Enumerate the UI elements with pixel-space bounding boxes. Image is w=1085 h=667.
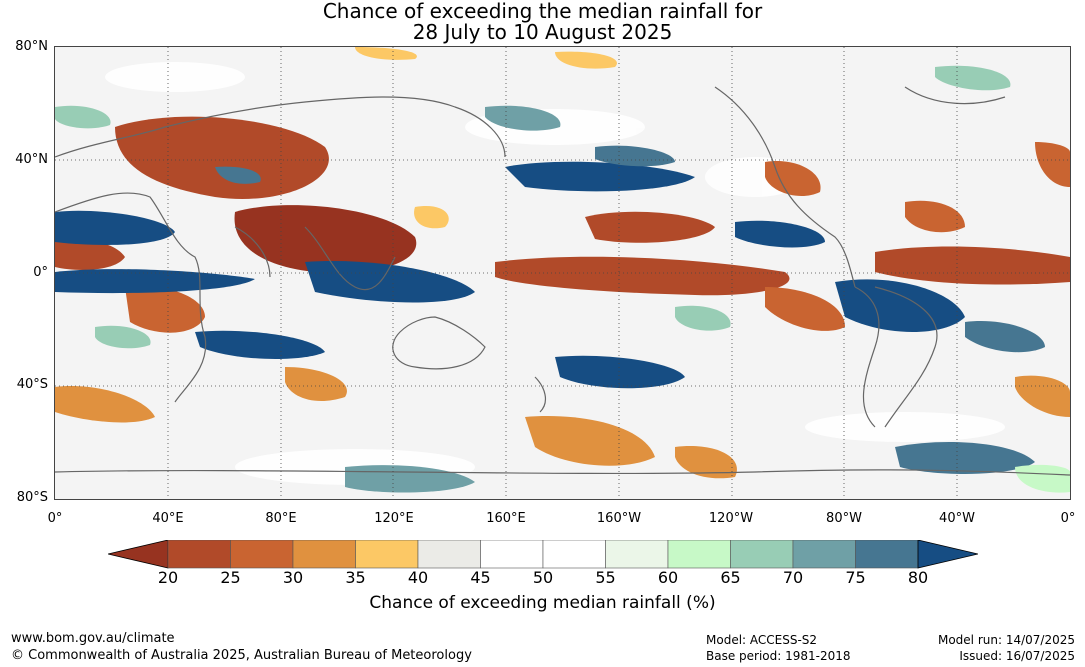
coastlines bbox=[55, 86, 1070, 476]
lon-label-120w: 120°W bbox=[708, 511, 754, 526]
colorbar-swatch bbox=[167, 540, 231, 569]
footer-website: www.bom.gov.au/climate bbox=[11, 631, 175, 646]
colorbar-label: Chance of exceeding median rainfall (%) bbox=[369, 593, 716, 613]
colorbar-tick-label: 75 bbox=[845, 568, 866, 587]
colorbar-swatch bbox=[292, 540, 356, 569]
lat-label-80n: 80°N bbox=[15, 39, 48, 54]
colorbar-tick-label: 80 bbox=[907, 568, 929, 587]
lon-label-160e: 160°E bbox=[486, 511, 526, 526]
colorbar-swatch bbox=[417, 540, 481, 569]
footer-issued: Issued: 16/07/2025 bbox=[959, 649, 1075, 663]
footer-model: Model: ACCESS-S2 bbox=[706, 633, 818, 647]
footer-model-run: Model run: 14/07/2025 bbox=[937, 633, 1075, 647]
lon-label-80e: 80°E bbox=[265, 511, 297, 526]
colorbar-swatch bbox=[605, 540, 669, 569]
colorbar-swatch bbox=[355, 540, 419, 569]
footer-copyright: © Commonwealth of Australia 2025, Austra… bbox=[11, 648, 472, 663]
lon-label-40e: 40°E bbox=[152, 511, 184, 526]
colorbar-extend-high bbox=[917, 540, 978, 569]
lat-label-40n: 40°N bbox=[15, 152, 48, 167]
rainfall-map bbox=[54, 46, 1071, 500]
colorbar bbox=[108, 540, 978, 569]
colorbar-swatch bbox=[855, 540, 919, 569]
colorbar-tick-label: 30 bbox=[282, 568, 304, 587]
footer-base-period: Base period: 1981-2018 bbox=[706, 649, 851, 663]
colorbar-swatch bbox=[480, 540, 544, 569]
colorbar-tick-label: 25 bbox=[220, 568, 241, 587]
colorbar-tick-label: 55 bbox=[595, 568, 616, 587]
colorbar-swatch bbox=[792, 540, 856, 569]
lon-label-120e: 120°E bbox=[374, 511, 414, 526]
colorbar-tick-label: 35 bbox=[345, 568, 366, 587]
colorbar-tick-label: 50 bbox=[532, 568, 554, 587]
colorbar-tick-label: 70 bbox=[782, 568, 804, 587]
lat-label-80s: 80°S bbox=[16, 490, 48, 505]
colorbar-swatch bbox=[230, 540, 294, 569]
lon-label-160w: 160°W bbox=[596, 511, 642, 526]
lat-label-0: 0° bbox=[33, 265, 48, 280]
colorbar-tick-label: 20 bbox=[157, 568, 179, 587]
colorbar-tick-label: 65 bbox=[720, 568, 741, 587]
graticule bbox=[55, 47, 1070, 499]
lon-label-80w: 80°W bbox=[826, 511, 862, 526]
below-median-regions bbox=[55, 47, 1070, 479]
colorbar-tick-label: 45 bbox=[470, 568, 491, 587]
colorbar-swatch bbox=[730, 540, 794, 569]
map-title-line2: 28 July to 10 August 2025 bbox=[412, 20, 673, 44]
lon-label-0: 0° bbox=[47, 511, 63, 526]
colorbar-tick-label: 60 bbox=[657, 568, 679, 587]
colorbar-extend-low bbox=[108, 540, 169, 569]
lat-label-40s: 40°S bbox=[16, 377, 48, 392]
colorbar-swatch bbox=[542, 540, 606, 569]
map-title-line1: Chance of exceeding the median rainfall … bbox=[322, 0, 763, 23]
colorbar-swatch bbox=[667, 540, 731, 569]
lon-label-0-end: 0° bbox=[1060, 511, 1076, 526]
lon-label-40w: 40°W bbox=[939, 511, 975, 526]
colorbar-tick-label: 40 bbox=[407, 568, 429, 587]
